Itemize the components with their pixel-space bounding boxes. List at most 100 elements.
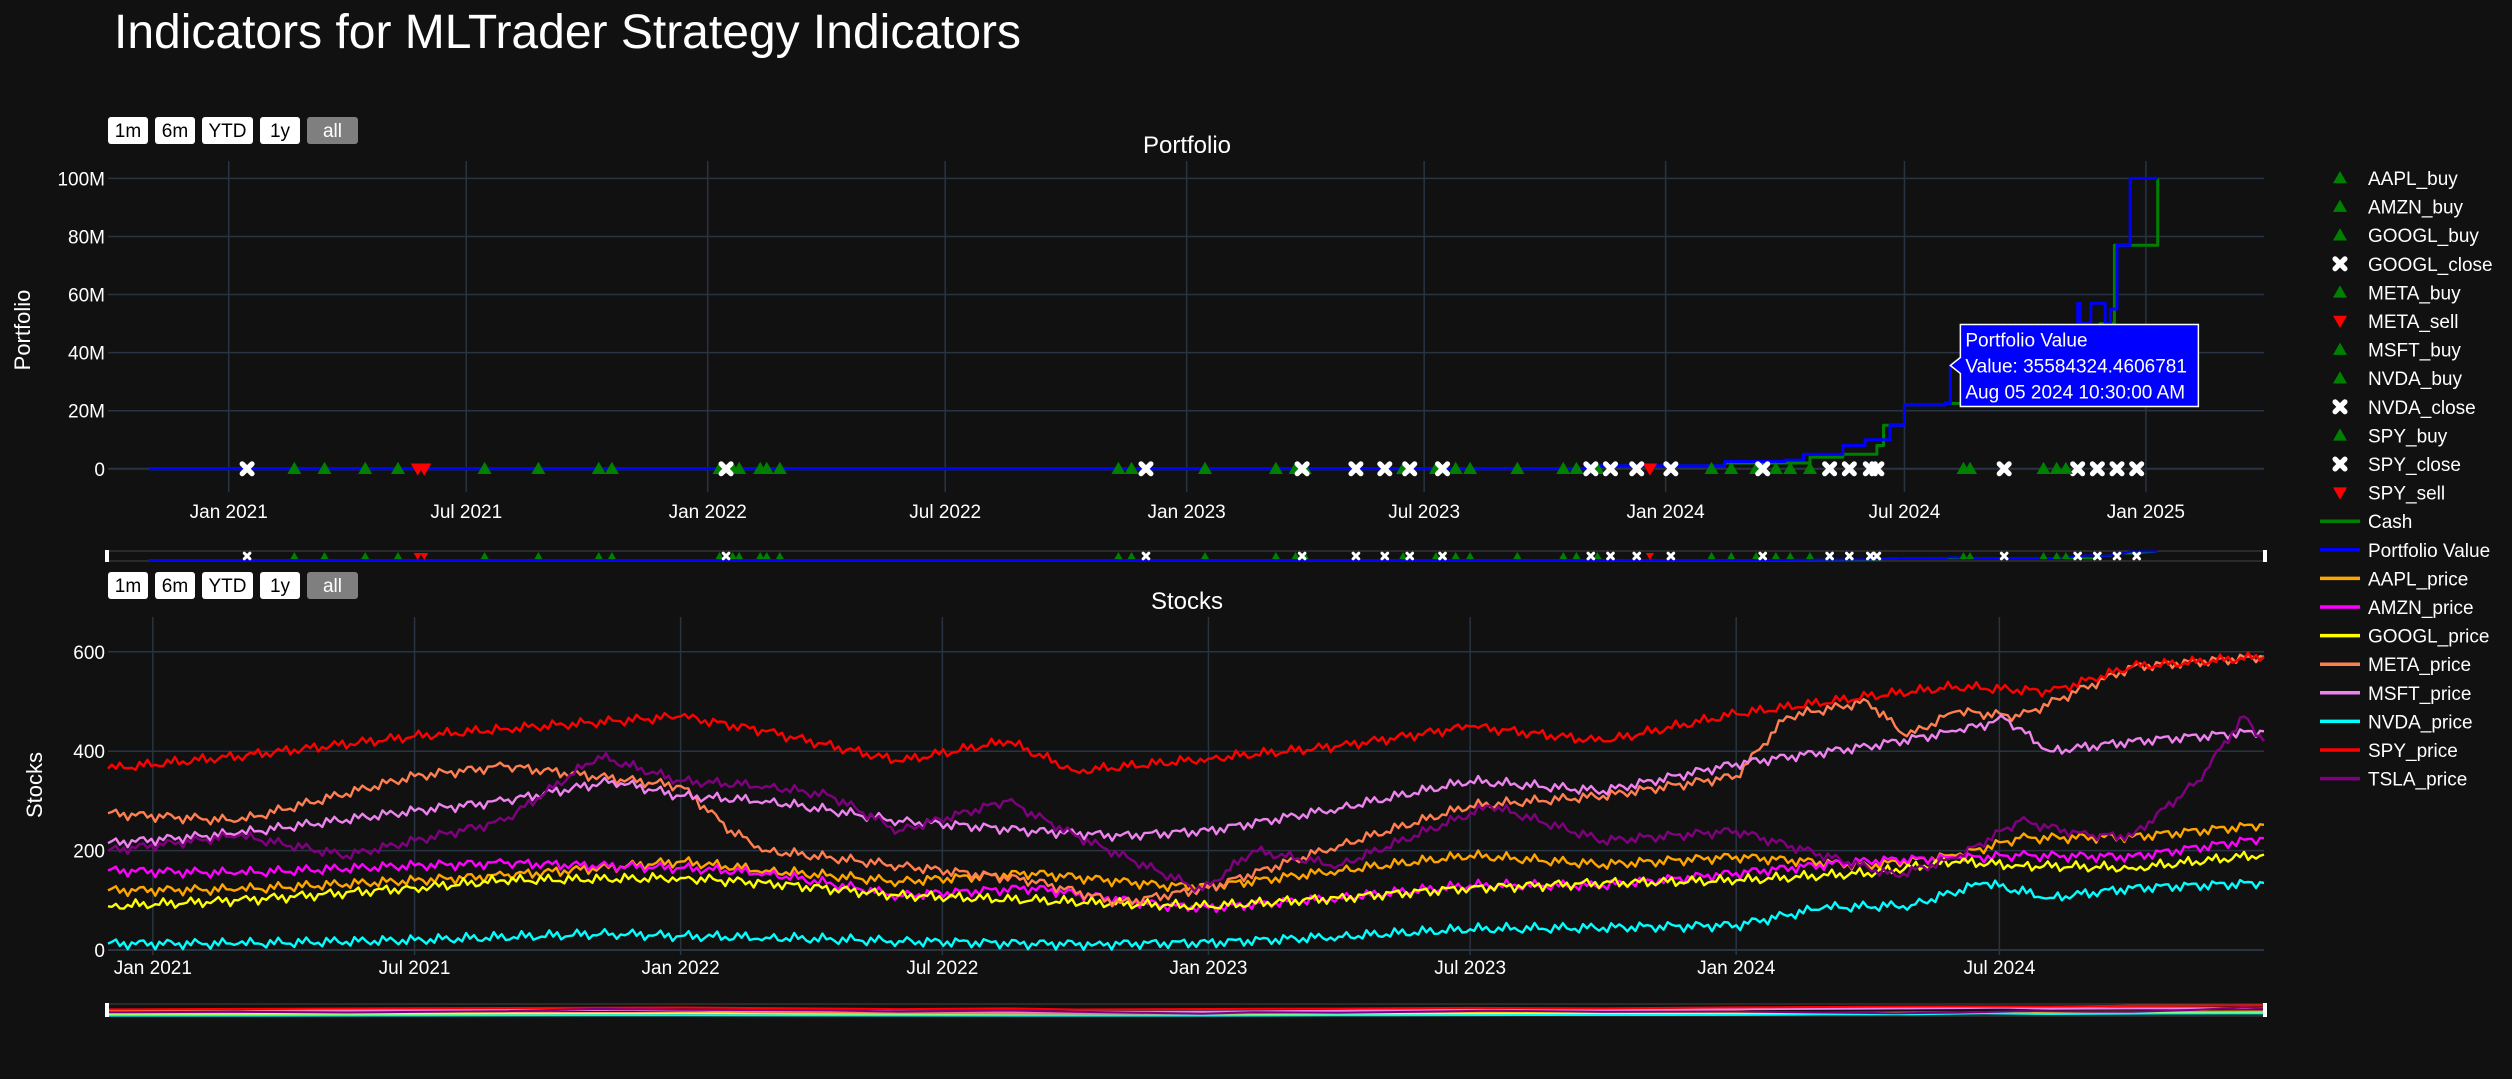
- slider-marker-spy-close: [1845, 551, 1854, 561]
- slider-marker-googl-buy: [756, 552, 765, 559]
- slider-marker-googl-close: [1380, 551, 1390, 561]
- legend-item-aapl-price[interactable]: AAPL_price: [2320, 569, 2468, 590]
- slider-marker-spy-close: [1632, 551, 1642, 561]
- legend-symbol-buy-icon: [2333, 285, 2347, 298]
- marker-spy-close: [1862, 461, 1878, 477]
- legend-item-spy-sell[interactable]: SPY_sell: [2333, 484, 2445, 505]
- series-line-aapl-price: [107, 822, 2265, 898]
- legend-item-googl-close[interactable]: GOOGL_close: [2332, 255, 2493, 276]
- marker-spy-close: [2109, 461, 2125, 477]
- legend-item-meta-price[interactable]: META_price: [2320, 655, 2471, 676]
- marker-nvda-buy: [2049, 461, 2064, 475]
- slider-marker-nvda-close: [1872, 551, 1882, 561]
- range-button-6m[interactable]: 6m: [155, 117, 195, 144]
- marker-spy-buy: [2058, 461, 2073, 475]
- slider-marker-spy-sell: [413, 553, 422, 560]
- legend-label: AMZN_buy: [2368, 198, 2464, 219]
- range-button-ytd[interactable]: YTD: [202, 117, 253, 144]
- legend-label: NVDA_close: [2368, 398, 2476, 419]
- legend-label: NVDA_buy: [2368, 369, 2462, 390]
- legend-item-amzn-buy[interactable]: AMZN_buy: [2333, 198, 2464, 219]
- legend-label: NVDA_price: [2368, 712, 2473, 733]
- portfolio-y-axis-label: Portfolio: [10, 290, 35, 371]
- legend-item-msft-price[interactable]: MSFT_price: [2320, 684, 2471, 705]
- range-slider-handle-right[interactable]: [2263, 1003, 2267, 1017]
- slider-marker-spy-close: [721, 551, 731, 561]
- range-button-all[interactable]: all: [307, 117, 358, 144]
- range-button-label: 6m: [162, 121, 188, 142]
- range-button-label: YTD: [209, 121, 247, 142]
- slider-marker-spy-close: [2093, 551, 2102, 561]
- range-button-1y[interactable]: 1y: [260, 572, 300, 599]
- range-button-label: all: [323, 576, 342, 597]
- range-slider-handle-left[interactable]: [105, 550, 109, 562]
- slider-marker-nvda-buy: [1201, 552, 1210, 559]
- stocks-range-slider[interactable]: [105, 1003, 2267, 1017]
- legend-symbol-sell-icon: [2333, 315, 2347, 328]
- marker-spy-close: [1663, 461, 1679, 477]
- range-slider-handle-right[interactable]: [2263, 550, 2267, 562]
- legend-item-nvda-close[interactable]: NVDA_close: [2332, 398, 2476, 419]
- range-button-label: 1y: [270, 121, 291, 142]
- legend-item-amzn-price[interactable]: AMZN_price: [2320, 598, 2474, 619]
- slider-marker-amzn-buy: [715, 552, 724, 559]
- marker-nvda-buy: [1510, 461, 1525, 475]
- range-button-all[interactable]: all: [307, 572, 358, 599]
- slider-marker-spy-close: [1866, 551, 1875, 561]
- marker-meta-buy: [1111, 461, 1126, 475]
- range-button-label: all: [323, 121, 342, 142]
- range-button-ytd[interactable]: YTD: [202, 572, 253, 599]
- slider-marker-aapl-buy: [290, 552, 299, 559]
- legend-label: Cash: [2368, 512, 2412, 533]
- legend-item-nvda-price[interactable]: NVDA_price: [2320, 712, 2473, 733]
- slider-marker-msft-buy: [2039, 552, 2048, 559]
- legend-item-googl-price[interactable]: GOOGL_price: [2320, 627, 2489, 648]
- legend-item-spy-buy[interactable]: SPY_buy: [2333, 426, 2448, 447]
- x-tick-label: Jan 2022: [642, 958, 720, 979]
- portfolio-range-slider[interactable]: [105, 550, 2267, 562]
- x-tick-label: Jul 2022: [909, 502, 981, 523]
- legend-item-portfolio-value[interactable]: Portfolio Value: [2320, 541, 2490, 562]
- legend-item-meta-buy[interactable]: META_buy: [2333, 283, 2461, 304]
- marker-amzn-buy: [1724, 461, 1739, 475]
- legend-item-spy-close[interactable]: SPY_close: [2332, 455, 2461, 476]
- x-tick-label: Jan 2021: [190, 502, 268, 523]
- marker-spy-close: [1583, 461, 1599, 477]
- marker-meta-buy: [1963, 461, 1978, 475]
- marker-spy-buy: [1802, 461, 1817, 475]
- legend-item-nvda-buy[interactable]: NVDA_buy: [2333, 369, 2462, 390]
- marker-nvda-close: [1402, 461, 1418, 477]
- slider-marker-meta-sell: [420, 553, 429, 560]
- slider-marker-nvda-close: [1405, 551, 1415, 561]
- range-slider-handle-left[interactable]: [105, 1003, 109, 1017]
- marker-nvda-buy: [1783, 461, 1798, 475]
- portfolio-trade-markers: [239, 461, 2145, 477]
- series-line-tsla-price: [107, 715, 2265, 893]
- legend-item-msft-buy[interactable]: MSFT_buy: [2333, 341, 2461, 362]
- range-button-1m[interactable]: 1m: [108, 572, 148, 599]
- tooltip-box: [1949, 323, 2200, 408]
- slider-marker-aapl-buy: [1291, 552, 1300, 559]
- legend-symbol-close-icon: [2332, 456, 2348, 472]
- legend-item-meta-sell[interactable]: META_sell: [2333, 312, 2458, 333]
- range-button-1m[interactable]: 1m: [108, 117, 148, 144]
- marker-spy-close: [1755, 461, 1771, 477]
- slider-marker-meta-sell: [1645, 553, 1654, 560]
- slider-marker-googl-buy: [1593, 552, 1602, 559]
- legend-item-tsla-price[interactable]: TSLA_price: [2320, 770, 2467, 791]
- legend-label: GOOGL_price: [2368, 627, 2489, 648]
- slider-marker-nvda-close: [1606, 551, 1615, 561]
- marker-amzn-buy: [1569, 461, 1584, 475]
- y-tick-label: 0: [94, 941, 105, 962]
- range-button-label: 6m: [162, 576, 188, 597]
- slider-marker-meta-buy: [1466, 552, 1475, 559]
- slider-marker-nvda-close: [1297, 551, 1307, 561]
- legend-item-aapl-buy[interactable]: AAPL_buy: [2333, 169, 2458, 190]
- y-tick-label: 200: [73, 842, 105, 863]
- range-button-6m[interactable]: 6m: [155, 572, 195, 599]
- legend-item-googl-buy[interactable]: GOOGL_buy: [2333, 226, 2479, 247]
- legend-item-spy-price[interactable]: SPY_price: [2320, 741, 2458, 762]
- range-button-1y[interactable]: 1y: [260, 117, 300, 144]
- legend-item-cash[interactable]: Cash: [2320, 512, 2412, 533]
- slider-series-tsla-price: [107, 1006, 2265, 1015]
